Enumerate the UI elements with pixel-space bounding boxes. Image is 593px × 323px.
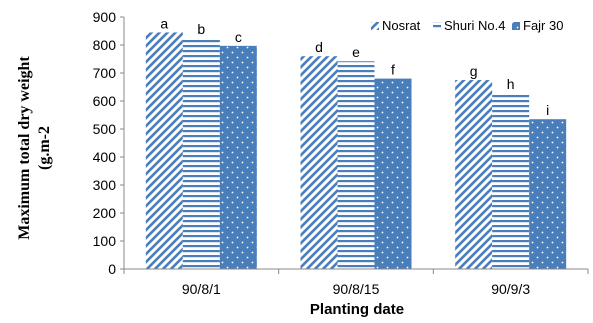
- y-axis-title-line-1: Maximum total dry weight: [16, 56, 33, 240]
- significance-letter: d: [315, 39, 323, 55]
- y-tick-label: 900: [93, 9, 117, 25]
- bar-shuri-no-4-2: [492, 93, 530, 269]
- x-axis-ticks: 90/8/1 90/8/15 90/9/3: [123, 269, 589, 297]
- legend-label: Fajr 30: [523, 18, 563, 33]
- y-tick-label: 800: [93, 37, 117, 53]
- significance-letters: a b c d e f g h i: [160, 15, 549, 118]
- y-axis-title-line-2: (g.m-2: [36, 126, 53, 170]
- significance-letter: g: [470, 63, 478, 79]
- bar-fajr-30-2: [529, 119, 567, 269]
- y-tick-label: 0: [108, 261, 116, 277]
- bar-nosrat-0: [145, 32, 183, 270]
- significance-letter: e: [352, 44, 360, 60]
- bar-shuri-no-4-1: [337, 61, 375, 269]
- significance-letter: i: [546, 102, 549, 118]
- legend-swatch: [371, 22, 379, 30]
- legend-item-fajr-30: Fajr 30: [512, 18, 563, 33]
- y-tick-label: 400: [93, 149, 117, 165]
- legend-item-nosrat: Nosrat: [371, 18, 421, 33]
- legend: Nosrat Shuri No.4 Fajr 30: [371, 18, 563, 33]
- bar-nosrat-2: [455, 80, 493, 269]
- y-tick-label: 500: [93, 121, 117, 137]
- legend-label: Shuri No.4: [444, 18, 505, 33]
- bars: [145, 32, 567, 270]
- bar-shuri-no-4-0: [182, 38, 220, 269]
- y-tick-label: 200: [93, 205, 117, 221]
- legend-swatch: [512, 22, 520, 30]
- y-tick-label: 700: [93, 65, 117, 81]
- bar-fajr-30-0: [219, 45, 257, 270]
- x-tick-label: 90/9/3: [491, 281, 530, 297]
- x-tick-label: 90/8/1: [182, 281, 221, 297]
- bar-fajr-30-1: [374, 78, 412, 269]
- bar-nosrat-1: [300, 56, 338, 270]
- significance-letter: h: [507, 76, 515, 92]
- legend-item-shuri-no-4: Shuri No.4: [433, 18, 505, 33]
- significance-letter: a: [160, 15, 168, 31]
- y-tick-label: 300: [93, 177, 117, 193]
- legend-swatch: [433, 22, 441, 30]
- y-tick-label: 600: [93, 93, 117, 109]
- legend-label: Nosrat: [382, 18, 421, 33]
- x-tick-label: 90/8/15: [333, 281, 380, 297]
- y-axis-ticks: 0 100 200 300 400 500 600 700 800 900: [93, 9, 124, 277]
- significance-letter: b: [197, 21, 205, 37]
- significance-letter: f: [391, 62, 395, 78]
- x-axis-title: Planting date: [310, 301, 404, 318]
- y-axis-title: Maximum total dry weight (g.m-2: [16, 56, 53, 240]
- significance-letter: c: [235, 29, 242, 45]
- y-tick-label: 100: [93, 233, 117, 249]
